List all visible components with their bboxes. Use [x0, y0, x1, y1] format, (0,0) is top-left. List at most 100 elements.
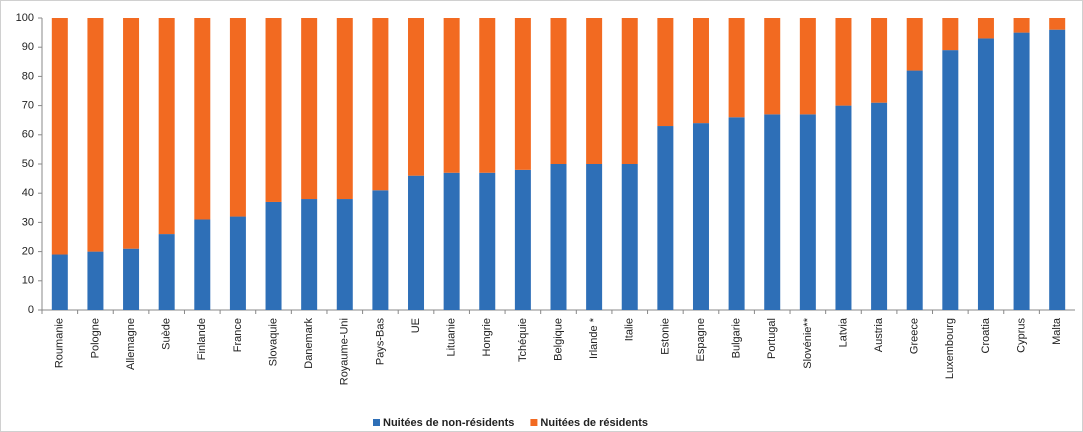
bar-segment	[764, 114, 781, 310]
legend-swatch	[530, 419, 538, 426]
bar-segment	[728, 18, 745, 118]
bar-segment	[479, 18, 496, 173]
bar-segment	[692, 123, 709, 311]
bar-segment	[799, 18, 816, 115]
bar-segment	[835, 18, 852, 106]
bar-segment	[1013, 18, 1030, 33]
y-tick-label: 10	[22, 275, 34, 287]
x-tick-label: Estonie	[659, 318, 671, 355]
x-tick-label: Croatia	[980, 317, 992, 353]
bar-segment	[514, 18, 531, 170]
bar-segment	[265, 201, 282, 310]
y-tick-label: 90	[22, 41, 34, 53]
x-tick-label: Finlande	[196, 318, 208, 360]
bar-segment	[977, 18, 994, 39]
bar-segment	[229, 216, 246, 310]
x-tick-label: Portugal	[766, 318, 778, 359]
bar-segment	[514, 169, 531, 310]
bar-segment	[586, 164, 603, 310]
x-tick-label: Suède	[161, 318, 173, 350]
bar-segment	[229, 18, 246, 217]
x-tick-label: Tchéquie	[517, 318, 529, 362]
bar-segment	[158, 234, 175, 310]
x-tick-label: Lituanie	[446, 318, 458, 357]
y-tick-label: 50	[22, 158, 34, 170]
x-tick-label: Greece	[909, 318, 921, 354]
y-tick-label: 0	[28, 304, 34, 316]
bar-segment	[621, 18, 638, 164]
bar-segment	[799, 114, 816, 310]
bar-segment	[906, 18, 923, 71]
bar-segment	[550, 164, 567, 310]
x-tick-label: Slovénie**	[802, 317, 814, 368]
bar-segment	[194, 219, 211, 310]
bar-segment	[657, 126, 674, 310]
y-tick-label: 60	[22, 129, 34, 141]
bar-segment	[408, 18, 425, 176]
bar-segment	[123, 248, 140, 310]
bar-segment	[301, 18, 318, 200]
x-tick-label: Austria	[873, 317, 885, 352]
x-tick-label: Hongrie	[481, 318, 493, 357]
bar-segment	[123, 18, 140, 249]
x-tick-label: Allemagne	[125, 318, 137, 370]
legend-text: Nuitées de résidents	[540, 417, 648, 429]
x-tick-label: Pologne	[89, 318, 101, 358]
x-tick-label: Cyprus	[1015, 318, 1027, 353]
x-tick-label: Danemark	[303, 318, 315, 369]
bar-segment	[586, 18, 603, 164]
bar-segment	[158, 18, 175, 235]
bar-segment	[657, 18, 674, 127]
bar-segment	[87, 251, 104, 310]
bar-segment	[1013, 32, 1030, 310]
bar-segment	[764, 18, 781, 115]
bar-segment	[871, 102, 888, 311]
bar-segment	[835, 105, 852, 310]
y-tick-label: 20	[22, 246, 34, 258]
x-tick-label: Belgique	[552, 318, 564, 361]
bar-segment	[372, 18, 389, 191]
bar-segment	[301, 199, 318, 310]
x-tick-label: Royaume-Uni	[339, 318, 351, 385]
x-tick-label: Latvia	[837, 317, 849, 347]
x-tick-label: Espagne	[695, 318, 707, 361]
x-tick-label: Bulgarie	[731, 318, 743, 358]
y-tick-label: 100	[16, 12, 34, 24]
bar-segment	[942, 50, 959, 311]
x-tick-label: France	[232, 318, 244, 352]
bar-segment	[977, 38, 994, 310]
legend-text: Nuitées de non-résidents	[383, 417, 514, 429]
y-tick-label: 80	[22, 70, 34, 82]
bar-segment	[336, 18, 353, 200]
bar-segment	[479, 172, 496, 310]
bar-segment	[87, 18, 104, 252]
bar-segment	[372, 190, 389, 310]
bar-segment	[443, 18, 460, 173]
x-tick-label: Roumanie	[54, 318, 66, 368]
bar-segment	[550, 18, 567, 164]
bar-segment	[906, 70, 923, 310]
y-tick-label: 70	[22, 100, 34, 112]
bar-segment	[51, 254, 68, 310]
bar-segment	[443, 172, 460, 310]
bar-segment	[692, 18, 709, 124]
y-tick-label: 30	[22, 216, 34, 228]
bar-segment	[728, 117, 745, 310]
bar-segment	[871, 18, 888, 103]
x-tick-label: Malta	[1051, 317, 1063, 345]
bar-segment	[1049, 18, 1066, 30]
bar-segment	[51, 18, 68, 255]
bar-segment	[1049, 29, 1066, 311]
x-tick-label: UE	[410, 318, 422, 333]
legend-swatch	[373, 419, 380, 426]
x-tick-label: Irlande *	[588, 317, 600, 359]
bar-segment	[621, 164, 638, 310]
x-tick-label: Italie	[624, 318, 636, 341]
x-tick-label: Luxembourg	[944, 318, 956, 379]
bar-segment	[265, 18, 282, 202]
x-tick-label: Slovaquie	[267, 318, 279, 366]
bar-segment	[336, 199, 353, 310]
x-tick-label: Pays-Bas	[374, 318, 386, 366]
y-tick-label: 40	[22, 187, 34, 199]
